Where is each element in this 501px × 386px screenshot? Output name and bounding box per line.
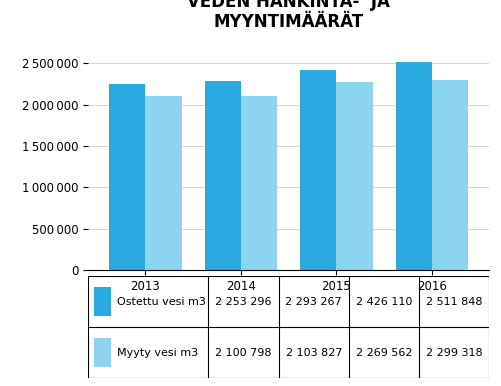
Text: Ostettu vesi m3: Ostettu vesi m3 <box>117 296 205 306</box>
Text: 2 269 562: 2 269 562 <box>355 348 411 358</box>
Text: 2 293 267: 2 293 267 <box>285 296 341 306</box>
Text: 2 511 848: 2 511 848 <box>425 296 481 306</box>
Bar <box>109 84 145 270</box>
Bar <box>94 339 111 367</box>
Text: 2 100 798: 2 100 798 <box>215 348 271 358</box>
Bar <box>431 80 467 270</box>
Bar <box>145 96 181 270</box>
Bar <box>300 69 336 270</box>
Text: 2 253 296: 2 253 296 <box>215 296 271 306</box>
Bar <box>336 83 372 270</box>
Bar <box>94 287 111 316</box>
Text: 2 299 318: 2 299 318 <box>425 348 481 358</box>
Bar <box>240 96 277 270</box>
Title: VEDEN HANKINTA-  JA
MYYNTIMÄÄRÄT: VEDEN HANKINTA- JA MYYNTIMÄÄRÄT <box>187 0 389 32</box>
Bar <box>395 63 431 270</box>
Text: 2 103 827: 2 103 827 <box>285 348 341 358</box>
Bar <box>204 81 240 270</box>
Text: Myyty vesi m3: Myyty vesi m3 <box>117 348 197 358</box>
Text: 2 426 110: 2 426 110 <box>355 296 411 306</box>
